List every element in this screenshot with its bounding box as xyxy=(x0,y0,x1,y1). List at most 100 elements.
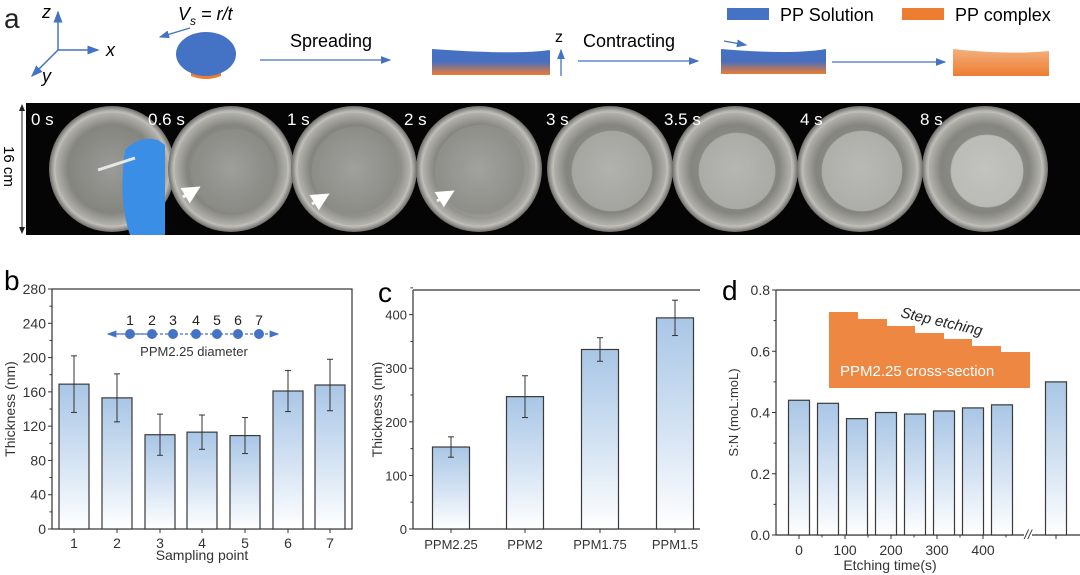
x-axis-label: Sampling point xyxy=(156,547,249,563)
y-tick-label: 0 xyxy=(400,522,407,537)
axis-break-mark: // xyxy=(1023,527,1033,542)
petri-dish xyxy=(547,106,673,232)
z-marker-label: z xyxy=(555,29,563,46)
contract-arrow-icon xyxy=(723,39,748,48)
petri-dish-rim xyxy=(296,111,412,227)
sampling-point-dot xyxy=(125,329,135,339)
y-tick-label: 280 xyxy=(23,281,47,297)
y-tick-label: 200 xyxy=(23,350,47,366)
etch-step xyxy=(944,339,972,388)
x-tick-label: PPM1.5 xyxy=(652,537,698,552)
frame-time-label: 8 s xyxy=(920,110,943,129)
legend-swatch-solution xyxy=(727,8,769,20)
bar xyxy=(845,418,869,536)
sampling-point-label: 2 xyxy=(148,312,156,328)
x-tick-label: 3 xyxy=(156,535,164,551)
sampling-point-dot xyxy=(233,329,243,339)
petri-dish-rim xyxy=(552,111,668,227)
panel-a: a z x y Vs = r/t Spreading z Contracting xyxy=(0,2,1080,235)
photo-strip: 0 s 0.6 s 1 s 2 s 3 s 3.5 s 4 s 8 s xyxy=(26,103,1080,235)
legend-label-solution: PP Solution xyxy=(780,5,874,25)
sampling-point-label: 3 xyxy=(169,312,177,328)
spread-film-shape xyxy=(432,49,550,75)
frame-time-label: 3 s xyxy=(546,110,569,129)
glove-shape xyxy=(97,138,165,235)
petri-dish-rim xyxy=(173,111,289,227)
x-tick-label: 5 xyxy=(241,535,249,551)
y-tick-label: 400 xyxy=(385,308,407,323)
velocity-formula: Vs = r/t xyxy=(178,4,234,28)
bar xyxy=(1044,381,1068,536)
droplet-shape xyxy=(176,32,236,79)
y-tick-label: 80 xyxy=(30,452,46,468)
panel-label-d: d xyxy=(722,275,738,306)
panel-label-c: c xyxy=(378,277,392,308)
x-tick-label: 0 xyxy=(795,542,803,558)
etch-step xyxy=(915,333,944,388)
y-axis-label: Thickness (nm) xyxy=(2,361,18,457)
x-axis-label: Etching time(s) xyxy=(843,557,936,573)
etch-step xyxy=(1001,352,1030,388)
y-tick-label: 0.2 xyxy=(751,466,771,482)
y-tick-label: 40 xyxy=(30,487,46,503)
x-tick-label: 7 xyxy=(326,535,334,551)
y-tick-label: 0.8 xyxy=(751,282,771,298)
sampling-point-label: 6 xyxy=(234,312,242,328)
y-tick-label: 0.4 xyxy=(751,405,771,421)
y-tick-label: 240 xyxy=(23,315,47,331)
white-arrow-icon xyxy=(180,186,201,204)
complex-film-shape xyxy=(953,49,1049,76)
step-spreading-label: Spreading xyxy=(290,31,372,51)
petri-dish xyxy=(797,106,923,232)
x-tick-label: PPM1.75 xyxy=(573,537,626,552)
petri-dish-rim xyxy=(421,111,537,227)
panel-label-b: b xyxy=(4,265,20,296)
bar xyxy=(580,348,620,530)
sampling-point-label: 5 xyxy=(213,312,221,328)
pipette xyxy=(97,156,136,172)
glove-hand xyxy=(122,138,165,235)
x-tick-label: 200 xyxy=(879,542,903,558)
x-tick-label: 400 xyxy=(971,542,995,558)
sampling-point-dot xyxy=(254,329,264,339)
frame-time-label: 0.6 s xyxy=(148,110,185,129)
scale-bar: 16 cm xyxy=(0,104,25,234)
x-tick-label: 100 xyxy=(833,542,857,558)
panel-d: d // 0 100 200 300 400 0.0 0.2 0.4 0.6 0.8 S:N (moL… xyxy=(722,275,1080,573)
bar xyxy=(903,413,927,536)
film-region xyxy=(821,130,903,212)
petri-dish-rim xyxy=(677,111,793,227)
etch-step xyxy=(887,326,915,388)
axis-y-label: y xyxy=(40,66,52,86)
petri-dish-rim xyxy=(927,111,1043,227)
bar xyxy=(431,446,471,530)
velocity-arrow-icon xyxy=(158,27,191,39)
y-tick-label: 0.0 xyxy=(751,527,771,543)
film-region xyxy=(190,128,276,214)
y-axis-label: S:N (moL:moL) xyxy=(726,368,741,456)
legend-label-complex: PP complex xyxy=(955,5,1051,25)
legend-swatch-complex xyxy=(902,8,944,20)
bar xyxy=(272,390,304,530)
scale-bar-label: 16 cm xyxy=(0,146,17,187)
coordinate-axes-icon: z x y xyxy=(30,2,116,86)
film-region xyxy=(698,132,776,210)
inset-caption: PPM2.25 cross-section xyxy=(840,363,994,380)
bar xyxy=(816,402,840,536)
film-region xyxy=(950,134,1024,208)
bar xyxy=(961,407,985,536)
panel-b: b 0 40 80 120 160 200 240 280 Thickness (nm) Samp… xyxy=(2,265,353,563)
x-tick-label: PPM2 xyxy=(507,537,542,552)
y-tick-label: 300 xyxy=(385,361,407,376)
sampling-point-label: 1 xyxy=(126,312,134,328)
sampling-point-dot xyxy=(147,329,157,339)
photo-frame: 3.5 s xyxy=(664,106,798,232)
etch-step xyxy=(858,319,887,388)
x-tick-label: 300 xyxy=(925,542,949,558)
photo-frame: 4 s xyxy=(797,106,923,232)
contracting-film-shape xyxy=(721,49,826,74)
y-tick-label: 120 xyxy=(23,418,47,434)
x-tick-label: 1 xyxy=(70,535,78,551)
bar xyxy=(874,411,898,536)
